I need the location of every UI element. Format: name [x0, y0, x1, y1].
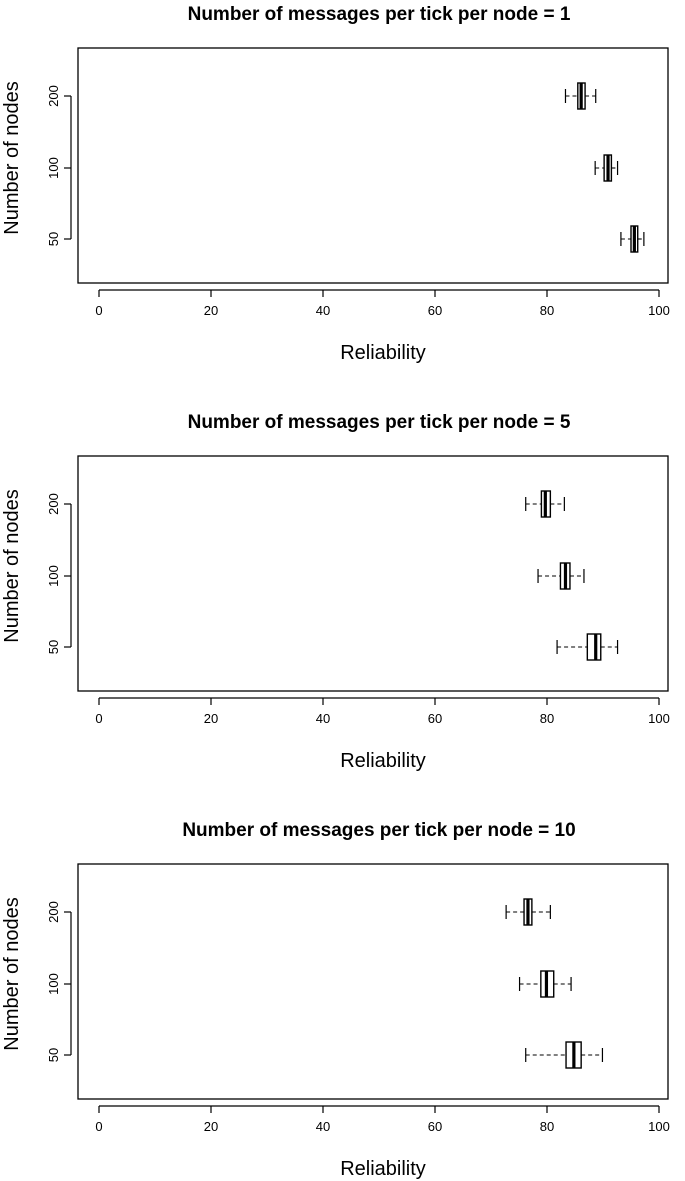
x-tick-label: 40: [316, 1119, 330, 1134]
x-tick-label: 20: [204, 303, 218, 318]
x-tick-label: 100: [648, 303, 670, 318]
x-axis-title: Reliability: [340, 750, 426, 772]
plot-frame: [77, 47, 669, 284]
y-axis-title: Number of nodes: [1, 81, 23, 234]
box-50-nodes: [620, 225, 645, 253]
y-tick-label: 200: [46, 493, 61, 515]
box-100-nodes: [594, 154, 619, 182]
plot-frame: [77, 863, 669, 1100]
chart-title: Number of messages per tick per node = 1…: [182, 820, 575, 841]
box-100-nodes: [518, 970, 572, 998]
y-tick-label: 50: [46, 1048, 61, 1062]
x-tick-label: 40: [316, 711, 330, 726]
x-tick-label: 80: [540, 711, 554, 726]
y-tick-label: 50: [46, 640, 61, 654]
box-200-nodes: [505, 898, 551, 926]
plot-frame: [77, 455, 669, 692]
x-tick-label: 0: [95, 303, 102, 318]
iqr-box: [586, 633, 602, 661]
y-tick-label: 200: [46, 85, 61, 107]
x-tick-label: 100: [648, 1119, 670, 1134]
x-tick-label: 100: [648, 711, 670, 726]
y-axis-title: Number of nodes: [1, 489, 23, 642]
box-200-nodes: [525, 490, 565, 518]
y-tick-label: 100: [46, 973, 61, 995]
y-tick-label: 100: [46, 157, 61, 179]
box-50-nodes: [556, 633, 619, 661]
x-tick-label: 80: [540, 303, 554, 318]
y-axis-title: Number of nodes: [1, 897, 23, 1050]
chart-panel-3: Number of messages per tick per node = 1…: [1, 820, 670, 1180]
chart-panel-1: Number of messages per tick per node = 1…: [1, 4, 670, 364]
x-tick-label: 60: [428, 1119, 442, 1134]
x-tick-label: 60: [428, 711, 442, 726]
x-tick-label: 60: [428, 303, 442, 318]
x-tick-label: 0: [95, 711, 102, 726]
x-axis-title: Reliability: [340, 1158, 426, 1180]
chart-title: Number of messages per tick per node = 5: [188, 412, 571, 433]
x-axis-title: Reliability: [340, 342, 426, 364]
x-tick-label: 40: [316, 303, 330, 318]
x-tick-label: 20: [204, 1119, 218, 1134]
box-50-nodes: [525, 1041, 604, 1069]
y-tick-label: 50: [46, 232, 61, 246]
x-tick-label: 80: [540, 1119, 554, 1134]
box-100-nodes: [537, 562, 585, 590]
y-tick-label: 100: [46, 565, 61, 587]
box-200-nodes: [564, 82, 597, 110]
chart-panel-2: Number of messages per tick per node = 5…: [1, 412, 670, 772]
chart-title: Number of messages per tick per node = 1: [188, 4, 571, 25]
x-tick-label: 20: [204, 711, 218, 726]
y-tick-label: 200: [46, 901, 61, 923]
x-tick-label: 0: [95, 1119, 102, 1134]
